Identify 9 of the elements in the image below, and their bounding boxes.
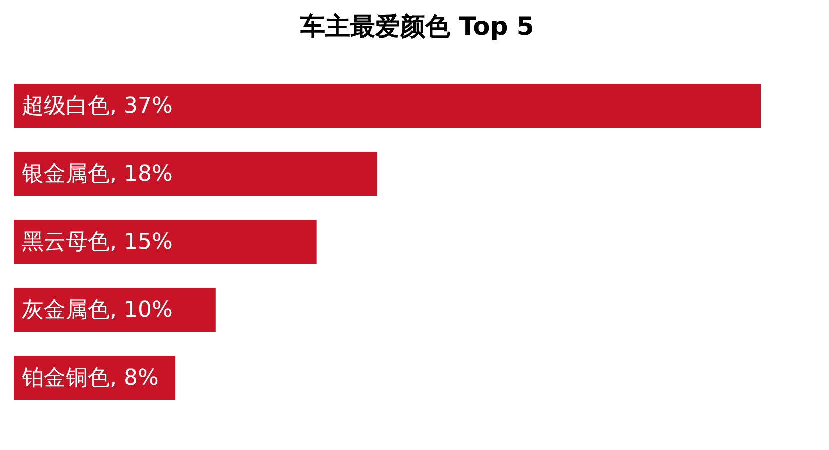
bar [14,84,761,128]
data-label: 灰金属色, 10% [22,298,173,323]
data-label: 铂金铜色, 8% [21,366,159,391]
data-label: 黑云母色, 15% [22,230,173,255]
data-label: 超级白色, 37% [22,94,173,119]
bar [14,220,317,264]
bar [14,152,378,196]
chart-title: 车主最爱颜色 Top 5 [300,12,534,41]
data-label: 银金属色, 18% [21,162,173,187]
